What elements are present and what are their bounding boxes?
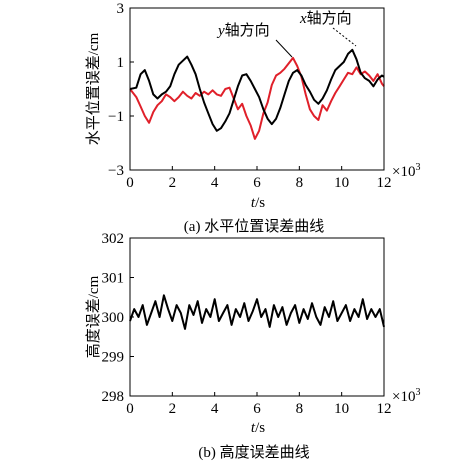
x-tick-label: 6 [253,401,261,417]
x-tick-label: 12 [377,175,392,191]
x-tick-label: 12 [377,401,392,417]
annotation-y-leader [275,39,293,58]
x-tick-label: 0 [126,401,134,417]
x-tick-label: 8 [296,401,304,417]
series-y-line [129,56,385,140]
y-tick-label: 301 [102,271,125,287]
annotation-x-direction: x轴方向 [299,10,352,27]
x-tick-label: 6 [253,175,261,191]
x-tick-label: 8 [296,175,304,191]
x-tick-label: 4 [211,401,219,417]
caption-b: (b) 高度误差曲线 [198,444,309,461]
plot-lines-b [129,294,385,330]
chart-height-error: 0 2 4 6 8 10 12 298 299 300 301 302 ×103 t/s 高度误差/c… [85,231,420,461]
caption-a: (a) 水平位置误差曲线 [184,218,324,235]
x-multiplier-a: ×103 [392,162,420,180]
x-multiplier-b: ×103 [392,387,420,405]
y-axis-label-a: 水平位置误差/cm [85,32,102,145]
x-tick-label: 10 [334,401,349,417]
annotation-y-direction: y轴方向 [216,22,270,39]
series-x-line [129,48,385,132]
x-tick-label: 2 [169,175,177,191]
x-axis-label-b: t/s [251,420,265,436]
axes-frame-b [129,237,385,397]
x-axis-label-a: t/s [251,195,265,211]
x-tick-label: 0 [126,175,134,191]
y-axis-label-b: 高度误差/cm [85,275,102,358]
x-tick-label: 10 [334,175,349,191]
series-z-line [129,294,385,330]
annotation-x-leader [332,27,357,47]
y-tick-label: 3 [117,1,125,17]
y-tick-label: 299 [102,350,125,366]
ticks-a: 0 2 4 6 8 10 12 −3 −1 1 3 [108,1,391,191]
y-tick-label: 298 [102,389,125,405]
y-tick-label: 1 [117,55,125,71]
y-tick-label: 302 [102,231,125,247]
x-tick-label: 4 [211,175,219,191]
y-tick-label: 300 [102,310,125,326]
chart-horizontal-error: 0 2 4 6 8 10 12 −3 −1 1 3 y轴方向 x轴方向 ×103 t/s 水平位置误… [85,1,420,235]
y-tick-label: −1 [108,109,124,125]
plot-lines-a [129,48,385,140]
y-tick-label: −3 [108,163,124,179]
x-tick-label: 2 [169,401,177,417]
ticks-b: 0 2 4 6 8 10 12 298 299 300 301 302 [102,231,392,417]
